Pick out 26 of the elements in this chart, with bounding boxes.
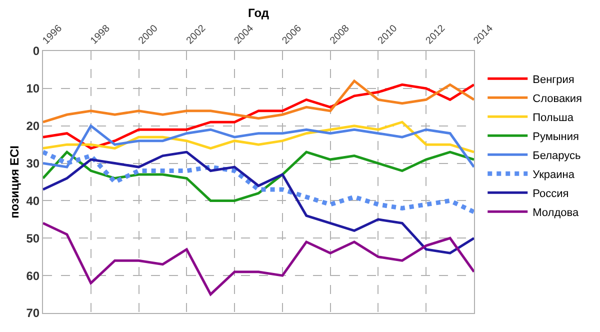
legend-label: Венгрия <box>532 74 574 86</box>
legend-label: Молдова <box>532 206 580 219</box>
line-series <box>43 150 474 214</box>
legend-label: Украина <box>532 168 576 181</box>
y-tick-label: 30 <box>26 156 40 170</box>
y-tick-label: 0 <box>32 44 40 58</box>
line-series <box>43 80 474 124</box>
legend-label: Польша <box>532 112 574 124</box>
y-axis-title: позиция ECI <box>8 146 22 218</box>
line-series <box>43 124 474 168</box>
legend-label: Румыния <box>532 130 580 143</box>
line-series <box>43 222 474 296</box>
y-tick-label: 50 <box>26 231 40 246</box>
line-series <box>43 83 474 150</box>
legend-label: Россия <box>532 188 569 200</box>
legend-label: Беларусь <box>532 150 581 162</box>
y-tick-label: 20 <box>26 119 40 134</box>
y-tick-label: 60 <box>26 268 40 283</box>
x-axis-title: Год <box>248 6 270 20</box>
legend-label: Словакия <box>532 92 582 105</box>
line-series <box>43 150 474 254</box>
y-tick-label: 40 <box>26 194 40 208</box>
y-tick-label: 10 <box>26 82 40 96</box>
line-series <box>43 120 474 154</box>
line-series <box>43 150 474 202</box>
y-tick-label: 70 <box>26 306 40 320</box>
